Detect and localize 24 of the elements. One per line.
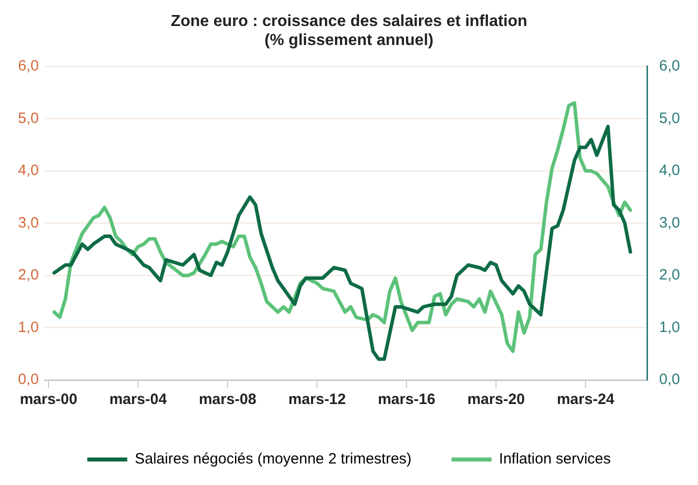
y2-tick-label: 2,0 <box>659 266 680 284</box>
y-tick-label: 4,0 <box>18 162 39 180</box>
legend-label: Salaires négociés (moyenne 2 trimestres) <box>134 450 412 468</box>
y-tick-label: 5,0 <box>18 110 39 127</box>
x-tick-label: mars-04 <box>109 391 168 408</box>
x-tick-label: mars-16 <box>378 391 436 408</box>
x-tick-label: mars-24 <box>556 391 616 408</box>
legend-label: Inflation services <box>499 450 611 468</box>
y2-tick-label: 3,0 <box>659 214 680 232</box>
y-tick-label: 0,0 <box>18 371 39 388</box>
y2-tick-label: 1,0 <box>659 318 680 336</box>
y2-tick-label: 4,0 <box>659 162 680 180</box>
y-tick-label: 2,0 <box>18 266 39 284</box>
y-tick-label: 3,0 <box>18 214 39 232</box>
y-tick-label: 1,0 <box>18 318 39 336</box>
y2-tick-label: 6,0 <box>659 58 680 75</box>
y-tick-label: 6,0 <box>18 58 39 75</box>
x-tick-label: mars-08 <box>198 391 256 408</box>
y2-tick-label: 0,0 <box>659 371 680 388</box>
x-tick-label: mars-12 <box>288 391 346 408</box>
chart-title: Zone euro : croissance des salaires et inflation (% glissement annuel) <box>170 13 528 50</box>
x-tick-label: mars-20 <box>467 391 525 408</box>
x-tick-label: mars-00 <box>20 391 78 408</box>
y2-tick-label: 5,0 <box>659 110 680 127</box>
